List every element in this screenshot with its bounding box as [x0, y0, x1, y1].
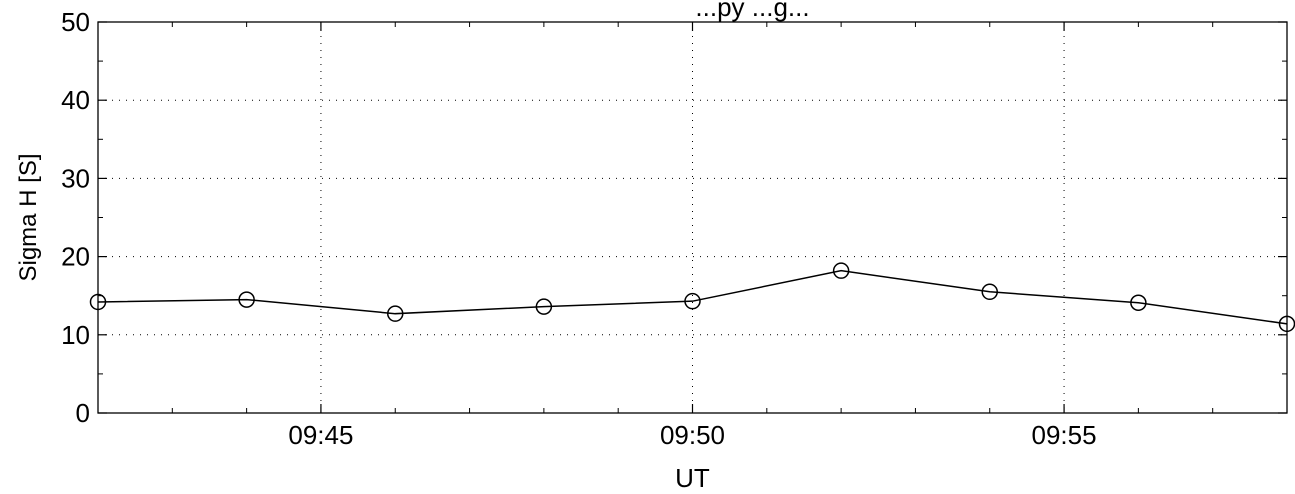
- data-point: [832, 262, 850, 279]
- y-axis-label: Sigma H [S]: [15, 153, 42, 281]
- tick-labels: 0 10 20 30 40 50 09:45 09:50 09:55: [61, 7, 1097, 450]
- y-tick-label: 10: [61, 320, 90, 350]
- x-tick-label: 09:50: [660, 420, 725, 450]
- y-tick-label: 20: [61, 242, 90, 272]
- y-tick-label: 0: [76, 398, 90, 428]
- data-point: [1130, 294, 1147, 311]
- y-tick-label: 40: [61, 85, 90, 115]
- series-line: [97, 269, 1288, 325]
- x-axis-label: UT: [675, 463, 710, 493]
- data-point: [684, 292, 701, 310]
- x-tick-label: 09:55: [1032, 420, 1097, 450]
- minor-ticks: [98, 22, 1287, 413]
- data-point: [238, 291, 255, 308]
- data-point: [387, 305, 404, 322]
- x-tick-label: 09:45: [288, 420, 353, 450]
- data-point: [981, 283, 998, 301]
- y-tick-label: 50: [61, 7, 90, 37]
- plot-frame: [97, 21, 1288, 414]
- series-layer: [89, 262, 1295, 333]
- grid-lines: [98, 22, 1287, 413]
- data-point: [535, 298, 553, 315]
- axis-ticks: [98, 21, 1287, 414]
- chart-title: ...py ...g...: [695, 0, 809, 22]
- y-tick-label: 30: [61, 163, 90, 193]
